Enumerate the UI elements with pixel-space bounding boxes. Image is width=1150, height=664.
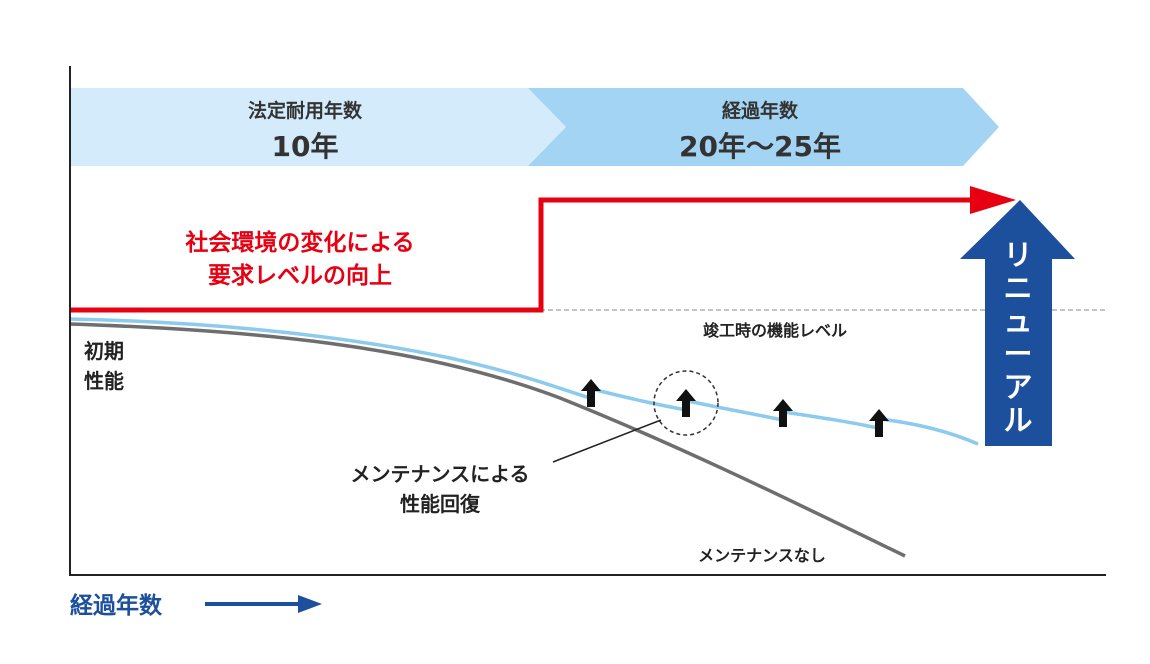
phase-elapsed-years-title: 経過年数 [722, 99, 799, 122]
up-arrow-icon [581, 379, 601, 407]
maintenance-highlight-circle [653, 370, 719, 436]
phase-banner-elapsed-years [528, 88, 999, 166]
phase-elapsed-years-value: 20年〜25年 [679, 130, 841, 163]
x-axis-label: 経過年数 [70, 592, 163, 619]
renewal-char: ュ [1003, 304, 1032, 338]
initial-performance-line2: 性能 [84, 369, 124, 393]
maintenance-callout-leader [552, 419, 662, 463]
renewal-char: ニ [1003, 271, 1032, 305]
requirement-text-line1: 社会環境の変化による [185, 229, 414, 256]
renewal-char: ル [1003, 403, 1032, 437]
up-arrow-icon [869, 409, 889, 437]
completion-level-label: 竣工時の機能レベル [703, 321, 847, 340]
phase-banner-statutory-life [70, 88, 566, 166]
phase-statutory-life-title: 法定耐用年数 [248, 99, 363, 122]
up-arrow-icon [773, 399, 793, 427]
requirement-level-line [70, 197, 972, 313]
no-maintenance-label: メンテナンスなし [698, 546, 826, 565]
requirement-arrowhead [970, 186, 1016, 214]
requirement-text-line2: 要求レベルの向上 [208, 262, 392, 289]
maintenance-callout-line1: メンテナンスによる [351, 462, 530, 486]
maintenance-callout-line2: 性能回復 [400, 492, 481, 516]
x-axis-direction-arrow-icon [298, 595, 322, 613]
phase-statutory-life-value: 10年 [272, 130, 339, 163]
renewal-char: ー [1003, 337, 1032, 371]
renewal-char: リ [1003, 238, 1032, 272]
maintenance-recovery-arrows [581, 379, 889, 437]
initial-performance-line1: 初期 [84, 339, 124, 363]
unmaintained-performance-curve [69, 322, 906, 558]
up-arrow-icon [676, 389, 696, 417]
renewal-label: リ ニ ュ ー ア ル [1003, 238, 1032, 437]
renewal-char: ア [1003, 370, 1032, 404]
renewal-arrow [960, 200, 1075, 446]
